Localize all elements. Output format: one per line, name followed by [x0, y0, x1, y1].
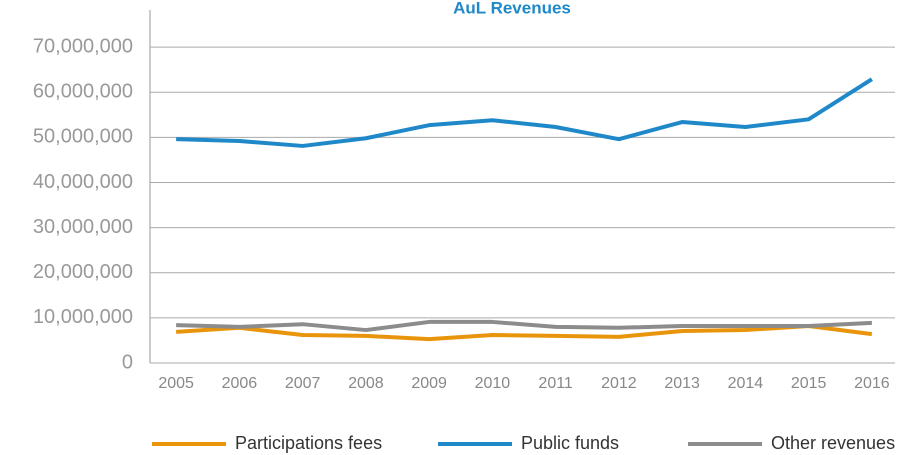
x-tick-label: 2007 [285, 375, 321, 392]
series-line [175, 323, 873, 342]
x-tick-label: 2014 [728, 375, 764, 392]
legend-label: Participations fees [235, 433, 382, 453]
x-tick-label: 2006 [222, 375, 258, 392]
y-tick-label: 60,000,000 [33, 81, 133, 103]
y-tick-label: 20,000,000 [33, 261, 133, 283]
x-tick-label: 2005 [158, 375, 194, 392]
y-tick-label: 10,000,000 [33, 306, 133, 328]
x-tick-label: 2013 [664, 375, 700, 392]
legend-label: Public funds [521, 433, 619, 453]
y-tick-label: 0 [122, 351, 133, 373]
x-tick-label: 2010 [475, 375, 511, 392]
x-tick-label: 2009 [411, 375, 447, 392]
series-line [176, 77, 873, 148]
chart-title: AuL Revenues [453, 0, 571, 17]
x-tick-label: 2016 [854, 375, 890, 392]
series-line [176, 319, 872, 333]
legend-label: Other revenues [771, 433, 895, 453]
y-tick-label: 40,000,000 [33, 171, 133, 193]
y-tick-label: 70,000,000 [33, 35, 133, 57]
x-tick-label: 2015 [791, 375, 827, 392]
y-tick-label: 30,000,000 [33, 216, 133, 238]
x-tick-label: 2008 [348, 375, 384, 392]
x-tick-label: 2011 [538, 375, 573, 392]
y-tick-label: 50,000,000 [33, 126, 133, 148]
x-tick-label: 2012 [601, 375, 637, 392]
